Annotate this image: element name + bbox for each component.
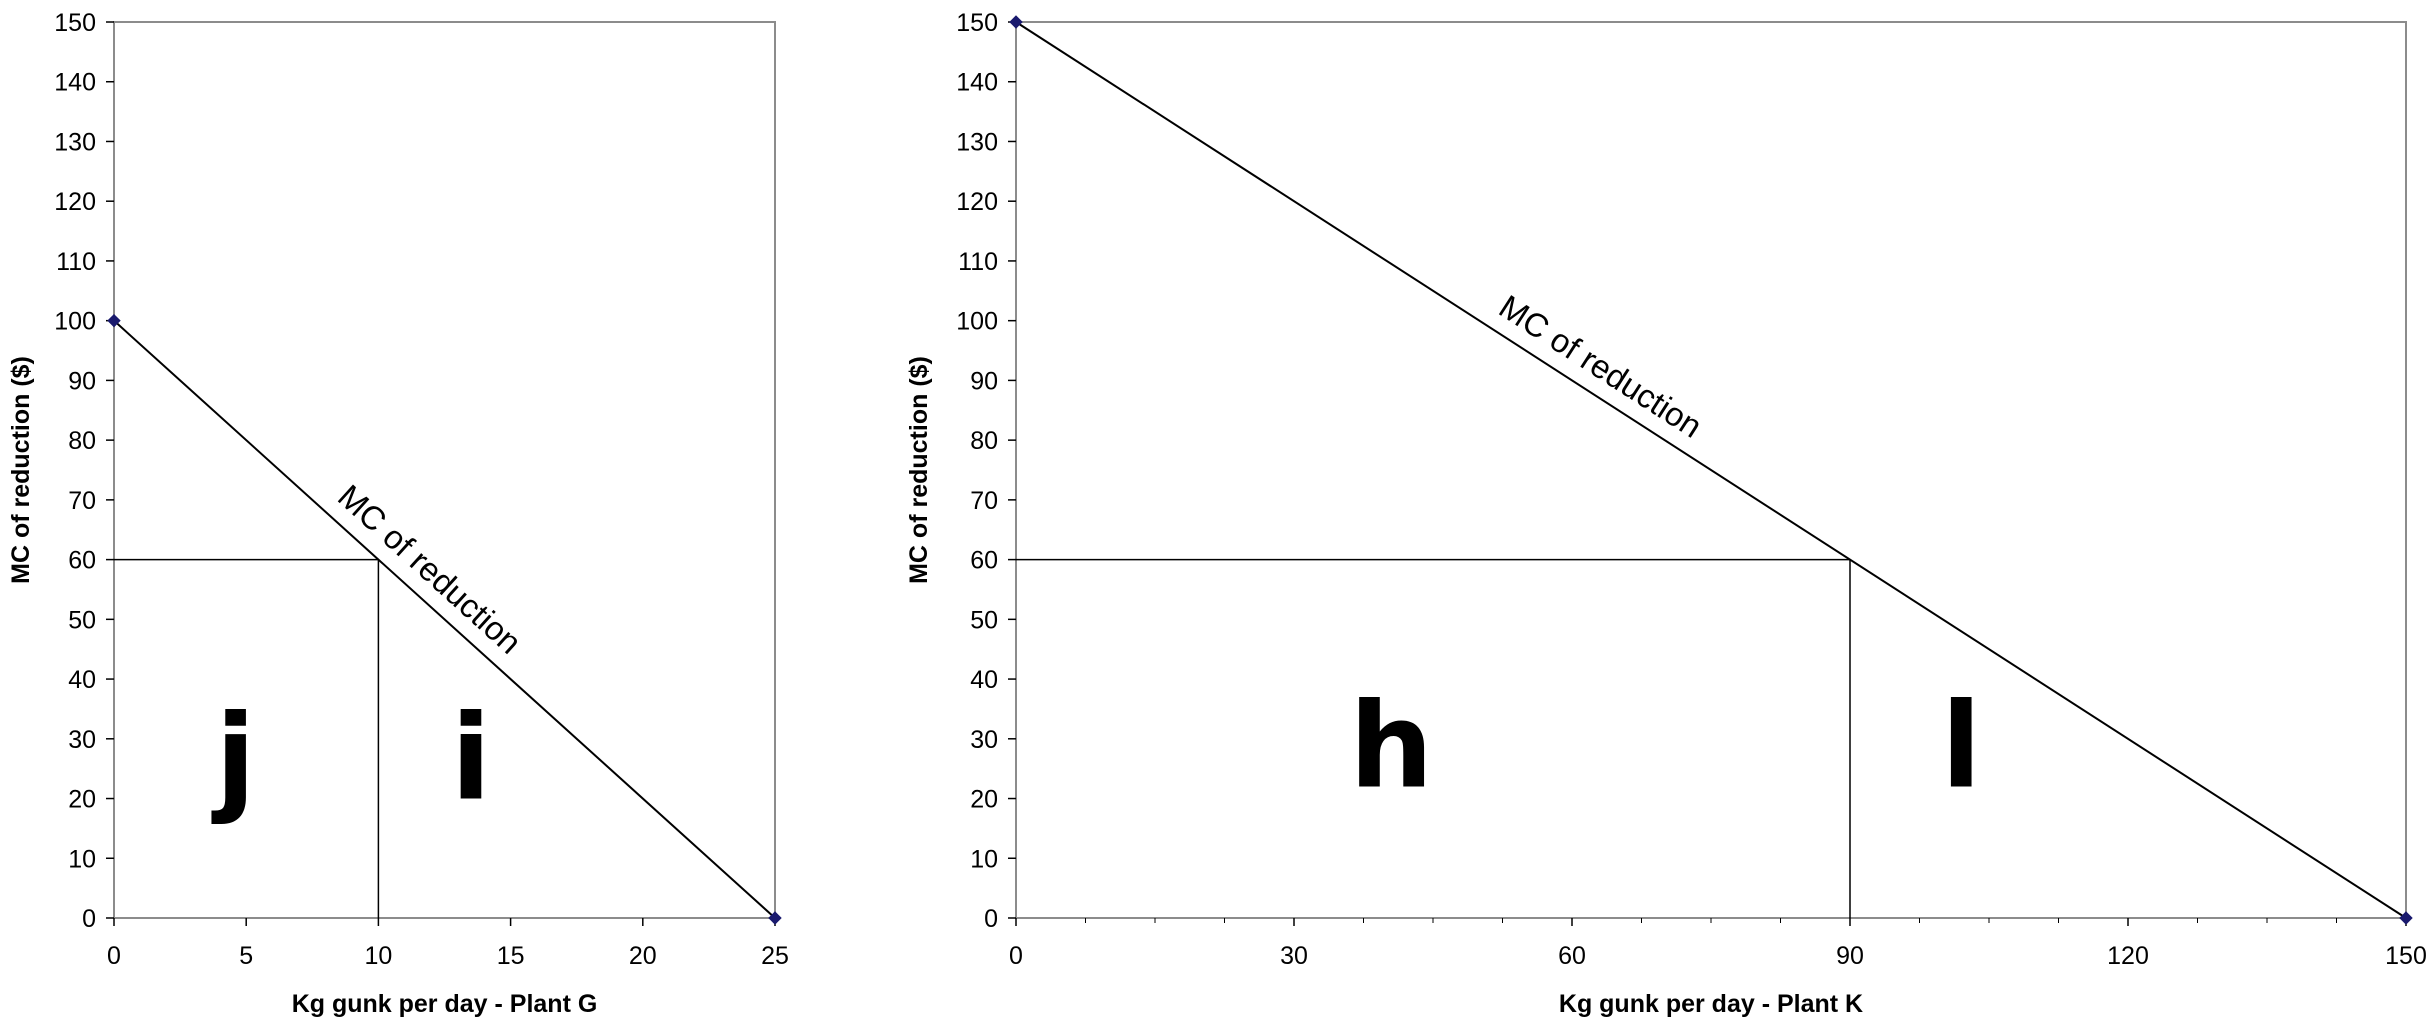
- y-tick-label: 20: [970, 786, 998, 814]
- y-tick-label: 10: [68, 845, 96, 873]
- x-tick-label: 150: [2385, 942, 2427, 970]
- plot-frame: [113, 21, 776, 919]
- y-tick-label: 90: [970, 367, 998, 395]
- region-label-j: j: [211, 689, 255, 827]
- y-tick-label: 100: [54, 308, 96, 336]
- y-axis-title: MC of reduction ($): [7, 356, 35, 584]
- y-tick-label: 60: [970, 547, 998, 575]
- region-label-l: l: [1941, 677, 1981, 815]
- region-label-h: h: [1349, 677, 1433, 815]
- x-tick-label: 10: [364, 942, 392, 970]
- mc-curve-line: [1015, 21, 2407, 919]
- y-tick-label: 90: [68, 367, 96, 395]
- y-tick-label: 140: [54, 69, 96, 97]
- data-point-marker: [107, 313, 121, 328]
- x-axis-title: Kg gunk per day - Plant K: [1559, 990, 1863, 1018]
- mc-curve-line: [113, 319, 776, 919]
- y-tick-label: 110: [958, 248, 998, 276]
- chart-panel-plant-k: 0 10 20 30 40 50 60 70 80 90 100 110 120 130 140 150 0 30…: [905, 9, 2427, 1018]
- data-point-marker: [1009, 15, 1023, 29]
- data-point-marker: [2399, 911, 2413, 925]
- x-tick-label: 0: [107, 942, 121, 970]
- x-tick-label: 120: [2107, 942, 2149, 970]
- y-tick-label: 50: [970, 606, 998, 634]
- region-label-i: i: [451, 689, 491, 827]
- y-tick-label: 120: [54, 188, 96, 216]
- y-tick-label: 0: [82, 905, 96, 933]
- x-tick-label: 30: [1280, 942, 1308, 970]
- y-tick-label: 40: [68, 666, 96, 694]
- y-tick-label: 20: [68, 786, 96, 814]
- x-tick-label: 15: [497, 942, 525, 970]
- x-tick-label: 0: [1009, 942, 1023, 970]
- x-tick-label: 25: [761, 942, 789, 970]
- y-tick-label: 10: [970, 845, 998, 873]
- chart-panel-plant-g: 0 10 20 30 40 50 60 70 80 90 100 110 120 130 140 150 0 5 1…: [7, 9, 789, 1018]
- y-tick-label: 110: [56, 248, 96, 276]
- y-tick-label: 60: [68, 547, 96, 575]
- y-tick-label: 120: [956, 188, 998, 216]
- y-tick-label: 30: [68, 726, 96, 754]
- x-tick-label: 5: [239, 942, 253, 970]
- mc-curve-label: MC of reduction: [331, 477, 529, 661]
- mc-curve-label: MC of reduction: [1493, 288, 1709, 445]
- x-axis-title: Kg gunk per day - Plant G: [292, 990, 598, 1018]
- y-tick-label: 80: [970, 427, 998, 455]
- data-point-marker: [768, 911, 782, 925]
- y-tick-label: 0: [984, 905, 998, 933]
- y-tick-label: 150: [956, 9, 998, 37]
- y-tick-label: 130: [956, 128, 998, 156]
- y-tick-label: 100: [956, 308, 998, 336]
- y-tick-label: 70: [68, 487, 96, 515]
- x-tick-label: 90: [1836, 942, 1864, 970]
- y-axis-title: MC of reduction ($): [905, 356, 933, 584]
- y-tick-label: 150: [54, 9, 96, 37]
- y-tick-label: 50: [68, 606, 96, 634]
- y-tick-label: 130: [54, 128, 96, 156]
- y-tick-label: 70: [970, 487, 998, 515]
- x-tick-label: 20: [629, 942, 657, 970]
- y-tick-label: 140: [956, 69, 998, 97]
- x-tick-label: 60: [1558, 942, 1586, 970]
- y-tick-label: 40: [970, 666, 998, 694]
- y-tick-label: 30: [970, 726, 998, 754]
- y-tick-label: 80: [68, 427, 96, 455]
